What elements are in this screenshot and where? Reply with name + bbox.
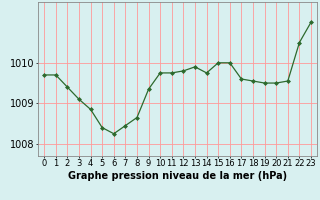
X-axis label: Graphe pression niveau de la mer (hPa): Graphe pression niveau de la mer (hPa) xyxy=(68,171,287,181)
